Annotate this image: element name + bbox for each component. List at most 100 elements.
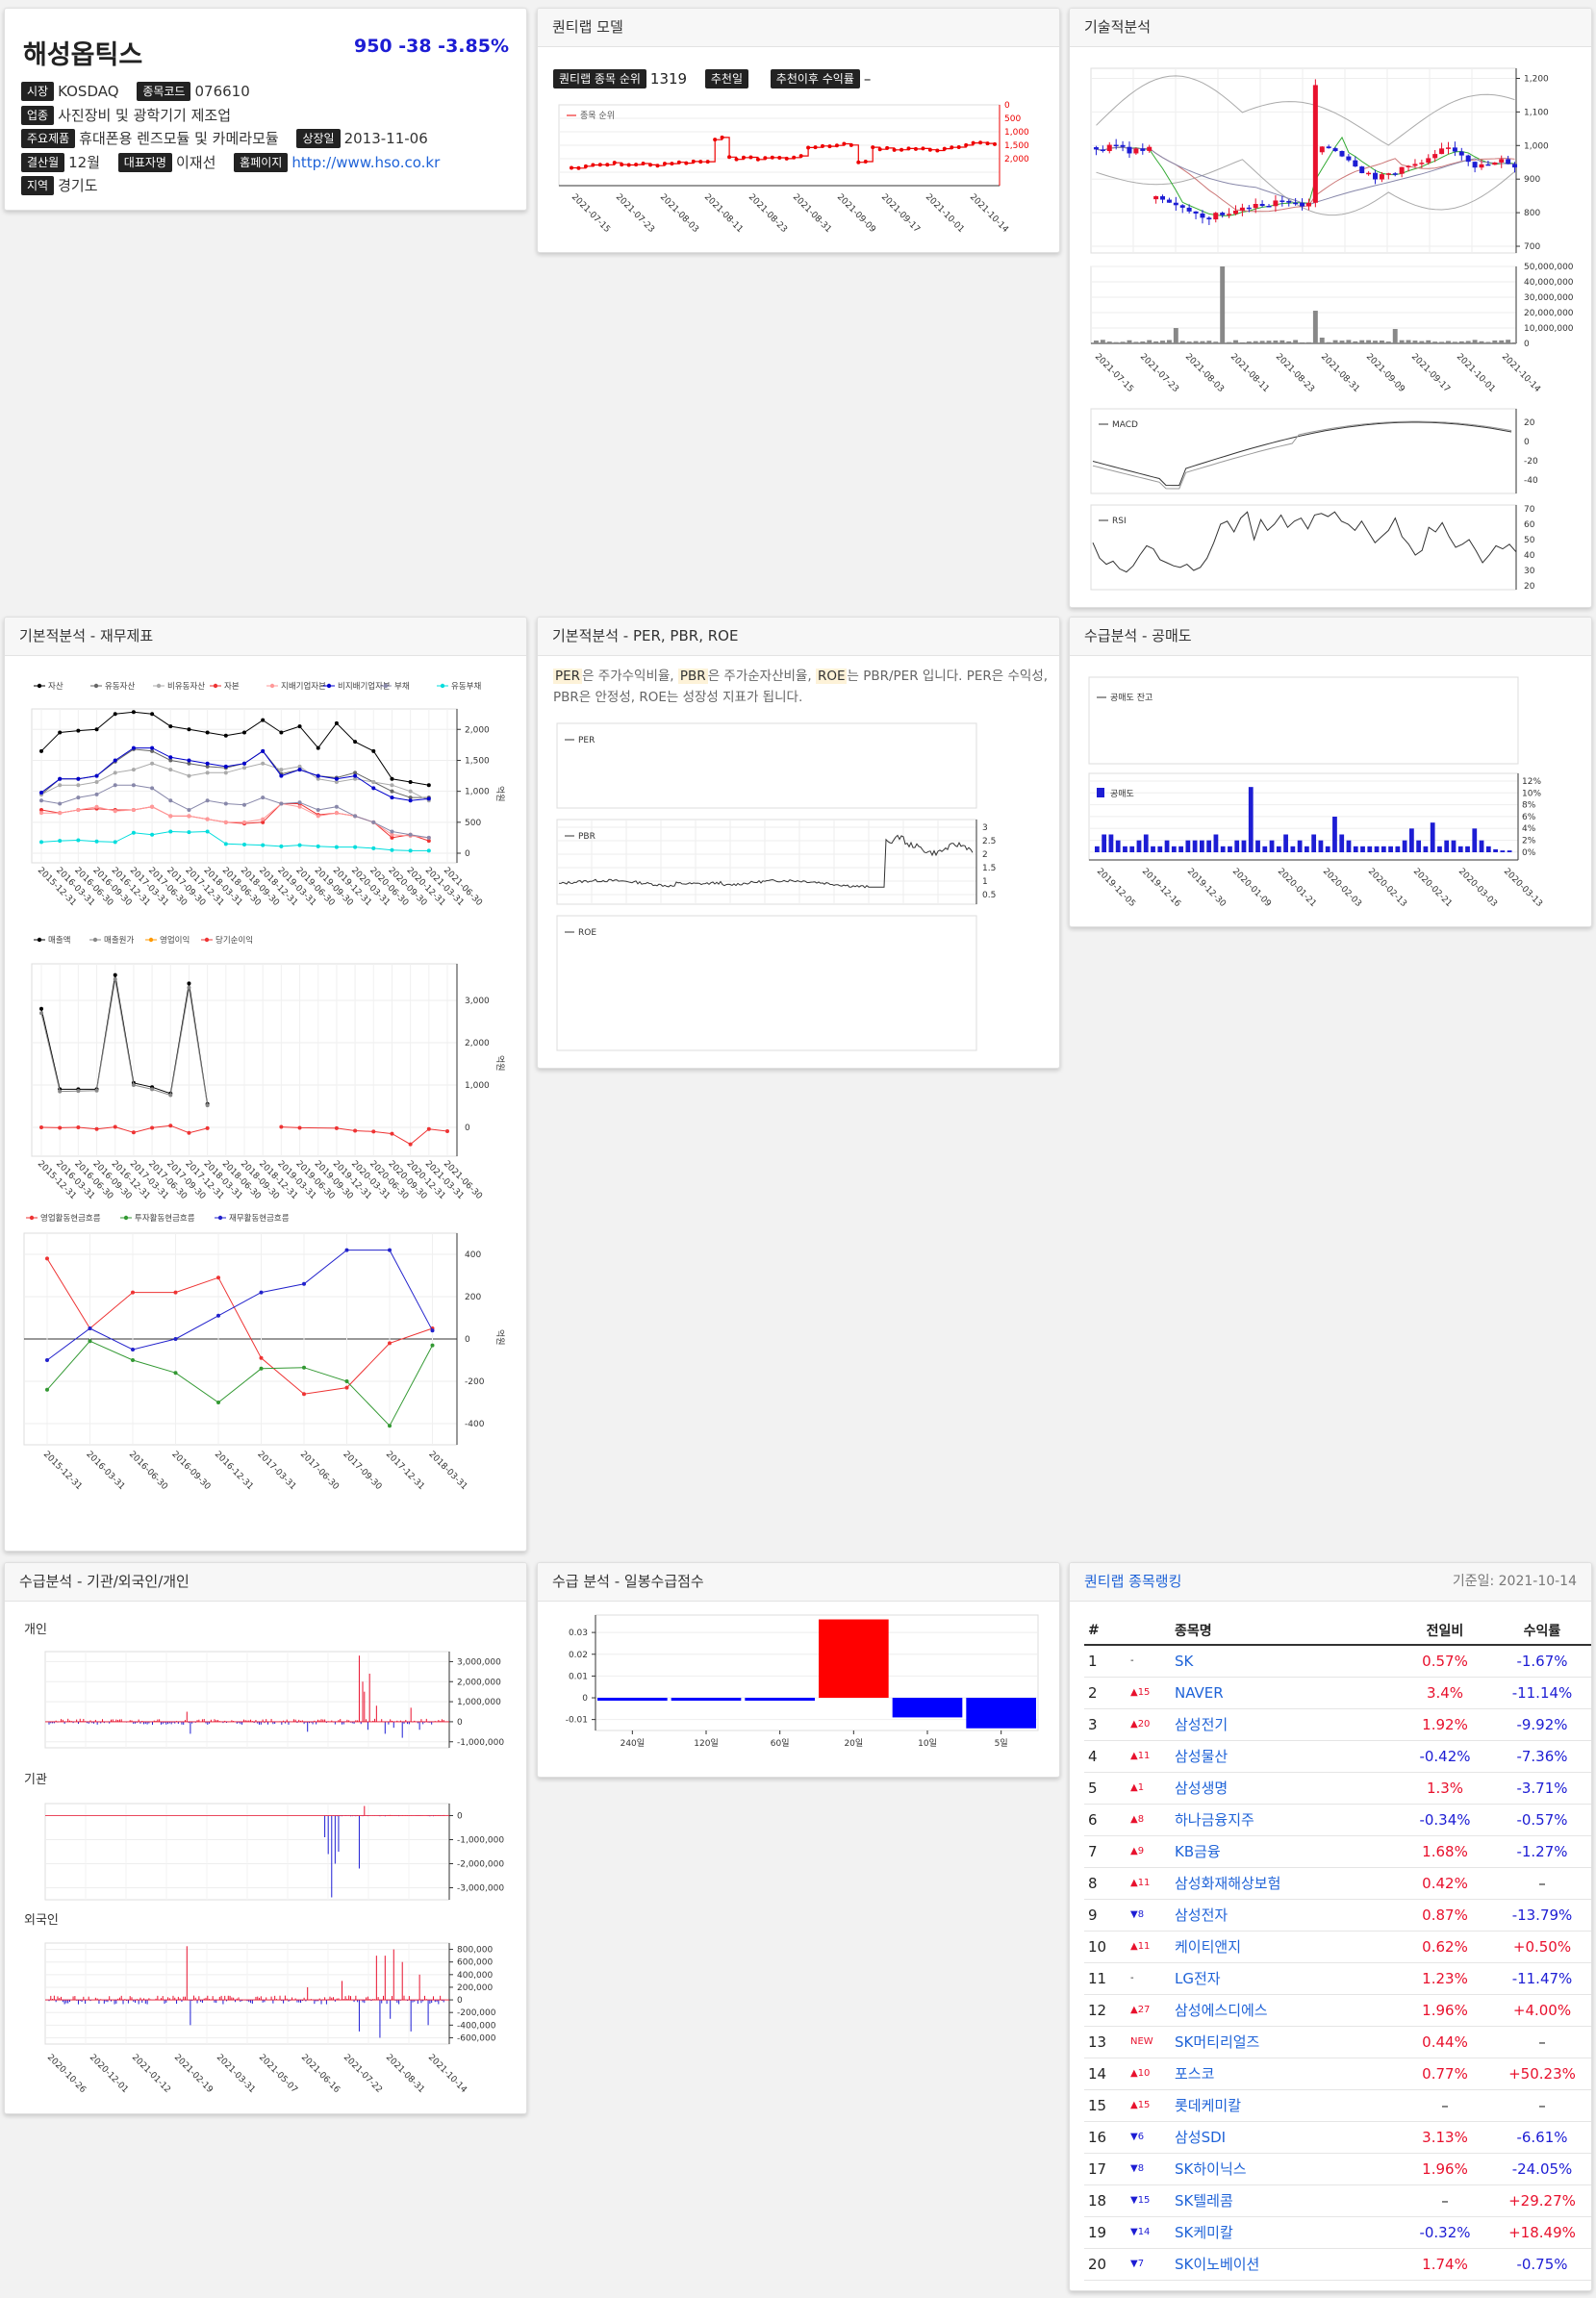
cf-point [302, 1365, 306, 1370]
flow-xtick: 2021-05-07 [257, 2053, 299, 2095]
pbr-tick: 2.5 [982, 837, 996, 846]
cf-point [131, 1358, 135, 1362]
bs-point [113, 770, 117, 775]
bs-point [279, 801, 284, 806]
svg-text:유동자산: 유동자산 [105, 681, 135, 692]
rank-number: 17 [1084, 2153, 1130, 2185]
prev-change: 1.74% [1402, 2248, 1488, 2281]
svg-text:영업활동현금흐름: 영업활동현금흐름 [40, 1213, 101, 1224]
short-tick: 6% [1522, 813, 1536, 822]
ceo-value: 이재선 [175, 154, 216, 171]
short-bar [1241, 840, 1247, 852]
stock-link[interactable]: 케이티앤지 [1175, 1931, 1402, 1963]
stock-link[interactable]: 삼성에스디에스 [1175, 1994, 1402, 2027]
homepage-link[interactable]: http://www.hso.co.kr [291, 154, 441, 171]
bs-point [168, 814, 173, 819]
short-bar [1164, 840, 1170, 852]
bs-point [39, 811, 43, 816]
bs-point [426, 848, 431, 853]
bs-point [168, 724, 173, 729]
candle-body [1206, 217, 1212, 220]
stock-link[interactable]: 삼성전기 [1175, 1708, 1402, 1741]
bs-point [39, 748, 43, 753]
short-bar [1305, 846, 1309, 852]
net-income-point [353, 1128, 358, 1133]
is-tick: 1,000 [465, 1081, 490, 1091]
stock-link[interactable]: 포스코 [1175, 2058, 1402, 2090]
short-bar [1297, 840, 1303, 852]
quant-xtick: 2021-07-23 [614, 192, 656, 235]
is-point [205, 1103, 210, 1108]
stock-link[interactable]: SK케미칼 [1175, 2216, 1402, 2249]
stock-link[interactable]: 삼성생명 [1175, 1772, 1402, 1805]
volume-bar [1353, 341, 1358, 343]
svg-text:지배기업자본: 지배기업자본 [281, 682, 326, 692]
stock-link[interactable]: SK하이닉스 [1175, 2153, 1402, 2185]
quant-point [877, 147, 882, 152]
bs-point [390, 832, 394, 837]
short-xtick: 2020-02-21 [1411, 867, 1454, 909]
cf-point [45, 1358, 49, 1362]
cf-line [46, 1258, 433, 1395]
stock-link[interactable]: LG전자 [1175, 1962, 1402, 1995]
bs-legend-item: 유동자산 [90, 681, 135, 692]
volume-bar [1432, 341, 1438, 343]
candle-body [1200, 214, 1205, 218]
stock-link[interactable]: SK머티리얼즈 [1175, 2026, 1402, 2058]
candle-body [1113, 144, 1119, 147]
bs-point [390, 795, 394, 800]
is-tick: 3,000 [465, 997, 490, 1006]
cf-xtick: 2015-12-31 [41, 1450, 84, 1492]
bs-point [261, 820, 266, 824]
stock-link[interactable]: 삼성화재해상보험 [1175, 1867, 1402, 1900]
bs-point [390, 783, 394, 788]
investor-flow-card: 수급분석 - 기관/외국인/개인 개인 기관 외국인 3,000,000 2,00… [4, 1562, 527, 2114]
rank-change: ▼8 [1130, 2153, 1175, 2185]
quant-point [849, 142, 853, 147]
bs-tick: 1,000 [465, 788, 490, 797]
pbr-tick: 1.5 [982, 864, 996, 873]
short-bar [1367, 846, 1373, 852]
stock-link[interactable]: KB금융 [1175, 1835, 1402, 1868]
stock-link[interactable]: SK [1175, 1645, 1402, 1678]
cf-xtick: 2016-06-30 [127, 1450, 169, 1492]
cf-point [344, 1385, 349, 1390]
rank-change: ▼15 [1130, 2184, 1175, 2217]
stock-link[interactable]: 롯데케미칼 [1175, 2089, 1402, 2122]
bs-point [316, 844, 320, 848]
quant-xtick: 2021-09-17 [879, 192, 922, 235]
candle-body [1406, 165, 1411, 167]
stock-link[interactable]: 하나금융지주 [1175, 1804, 1402, 1836]
bs-point [390, 829, 394, 834]
stock-link[interactable]: 삼성SDI [1175, 2121, 1402, 2154]
bs-point [297, 764, 302, 769]
stock-link[interactable]: 삼성전자 [1175, 1899, 1402, 1932]
volume-bar [1458, 341, 1464, 343]
volume-bar [1179, 341, 1185, 343]
price-tick: 1,100 [1524, 108, 1549, 117]
stock-link[interactable]: NAVER [1175, 1677, 1402, 1709]
bs-point [94, 839, 99, 844]
quant-ytick: 1,500 [1004, 141, 1029, 151]
ranking-row: 17 ▼8 SK하이닉스 1.96% -24.05% [1084, 2153, 1591, 2185]
volume-bar [1373, 341, 1378, 343]
stock-link[interactable]: 삼성물산 [1175, 1740, 1402, 1773]
short-bar [1213, 834, 1219, 852]
stock-link[interactable]: SK이노베이션 [1175, 2248, 1402, 2281]
institution-tick: -3,000,000 [457, 1884, 504, 1894]
prev-change: 1.92% [1402, 1708, 1488, 1741]
bs-point [261, 718, 266, 722]
short-bar [1276, 846, 1281, 852]
stock-link[interactable]: SK텔레콤 [1175, 2184, 1402, 2217]
bs-point [205, 761, 210, 766]
candle-body [1133, 148, 1139, 154]
net-income-point [94, 1126, 99, 1131]
is-point [113, 972, 117, 977]
foreign-tick: 800,000 [457, 1946, 493, 1956]
volume-ticks: 50,000,000 40,000,000 30,000,000 20,000,000… [1524, 263, 1574, 349]
prev-change: 1.96% [1402, 2153, 1488, 2185]
rsi-label: RSI [1112, 517, 1127, 526]
bs-point [131, 830, 136, 835]
short-bar [1262, 846, 1268, 852]
short-bar [1472, 828, 1478, 852]
